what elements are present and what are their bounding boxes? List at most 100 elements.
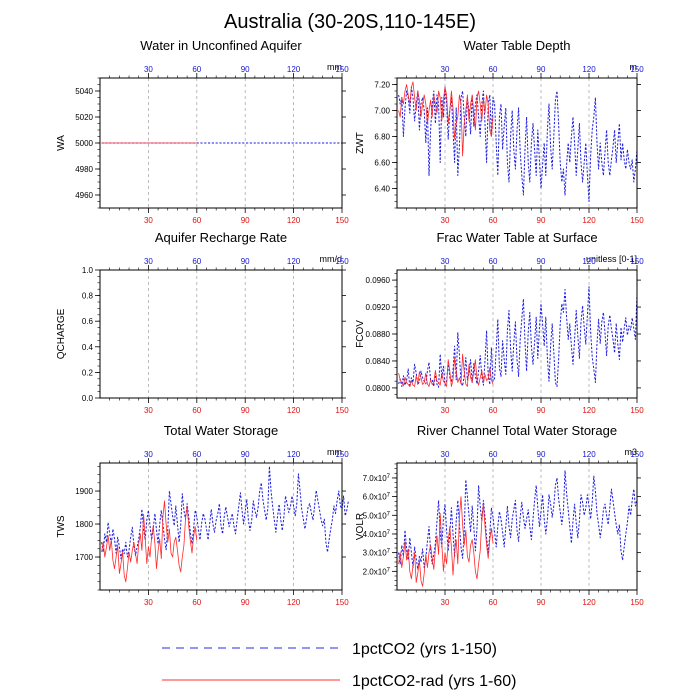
legend-label-1pctco2: 1pctCO2 (yrs 1-150) [352,641,497,658]
x-tick-label-top: 150 [630,257,644,266]
x-tick-label-top: 90 [241,450,250,459]
y-tick-label: 7.0x107 [363,474,391,483]
y-tick-label: 7.00 [374,107,390,116]
y-tick-label: 0.0840 [366,357,391,366]
y-tick-label: 5000 [75,139,93,148]
x-tick-label-top: 120 [287,450,301,459]
x-tick-label-bottom: 90 [241,216,250,225]
x-tick-label-top: 90 [241,65,250,74]
panel-title: Frac Water Table at Surface [436,230,597,245]
x-tick-label-top: 150 [335,450,349,459]
x-tick-label-top: 60 [192,450,201,459]
x-tick-label-bottom: 30 [144,406,153,415]
x-tick-label-bottom: 60 [192,598,201,607]
y-tick-label: 1800 [75,520,93,529]
x-tick-label-top: 90 [537,450,546,459]
series-line-1pctco2-rad [398,496,494,587]
y-tick-label: 5020 [75,113,93,122]
y-tick-label: 4960 [75,191,93,200]
y-tick-label: 0.0880 [366,330,391,339]
x-tick-label-bottom: 30 [441,406,450,415]
x-tick-label-bottom: 30 [144,216,153,225]
panel-4: Total Water Storage mm TWS 1700 1800 1900 30 30… [56,423,349,607]
y-tick-label: 7.20 [374,81,390,90]
y-tick-label: 6.80 [374,133,390,142]
y-tick-label: 0.6 [82,317,94,326]
series-line-1pctco2-rad [398,353,494,387]
panel-title: River Channel Total Water Storage [417,423,617,438]
x-tick-label-bottom: 90 [241,406,250,415]
x-tick-label-top: 30 [441,257,450,266]
y-tick-label: 1.0 [82,266,94,275]
panel-2: Aquifer Recharge Rate mm/d QCHARGE 0.0 0.2 0.… [56,230,349,415]
series-line-1pctco2 [398,286,638,388]
y-tick-label: 0.2 [82,368,94,377]
x-tick-label-bottom: 60 [489,216,498,225]
x-tick-label-bottom: 90 [537,216,546,225]
panel-units: m [630,62,638,72]
y-tick-label: 6.0x107 [363,493,391,502]
x-tick-label-bottom: 150 [630,598,644,607]
x-tick-label-top: 120 [582,257,596,266]
panel-units: mm [327,447,342,457]
y-tick-label: 6.40 [374,185,390,194]
x-tick-label-bottom: 90 [537,598,546,607]
legend-label-1pctco2-rad: 1pctCO2-rad (yrs 1-60) [352,673,517,690]
x-tick-label-bottom: 60 [489,598,498,607]
x-tick-label-top: 120 [582,450,596,459]
x-tick-label-top: 120 [582,65,596,74]
x-tick-label-bottom: 120 [582,406,596,415]
x-tick-label-top: 30 [144,450,153,459]
x-tick-label-top: 60 [489,450,498,459]
x-tick-label-bottom: 120 [287,406,301,415]
x-tick-label-bottom: 60 [489,406,498,415]
panel-grid: Water in Unconfined Aquifer mm WA 4960 4980 5… [56,38,644,607]
y-axis-label: WA [56,135,67,151]
x-tick-label-bottom: 120 [287,216,301,225]
x-tick-label-top: 120 [287,257,301,266]
x-tick-label-bottom: 120 [582,598,596,607]
x-tick-label-bottom: 30 [441,598,450,607]
panel-title: Water Table Depth [464,38,571,53]
x-tick-label-top: 90 [537,65,546,74]
x-tick-label-top: 90 [241,257,250,266]
panel-title: Water in Unconfined Aquifer [140,38,302,53]
legend: 1pctCO2 (yrs 1-150) 1pctCO2-rad (yrs 1-6… [162,641,517,690]
x-tick-label-top: 150 [630,65,644,74]
y-tick-label: 4980 [75,165,93,174]
series-line-1pctco2-rad [101,500,198,583]
y-tick-label: 6.60 [374,159,390,168]
panel-units: m3 [624,447,637,457]
x-tick-label-top: 60 [489,257,498,266]
y-tick-label: 0.0800 [366,384,391,393]
y-tick-label: 3.0x107 [363,549,391,558]
plot-frame [99,462,343,591]
y-tick-label: 1700 [75,553,93,562]
y-tick-label: 1900 [75,487,93,496]
x-tick-label-bottom: 30 [144,598,153,607]
x-tick-label-bottom: 150 [335,216,349,225]
x-tick-label-bottom: 60 [192,406,201,415]
x-tick-label-top: 30 [144,65,153,74]
panel-units: unitless [0-1] [586,254,637,264]
series-line-1pctco2-rad [398,81,494,157]
y-tick-label: 0.0960 [366,276,391,285]
y-tick-label: 0.8 [82,292,94,301]
panel-5: River Channel Total Water Storage m3 VOLR 2… [355,423,644,607]
x-tick-label-bottom: 120 [582,216,596,225]
x-tick-label-bottom: 150 [335,406,349,415]
panel-units: mm [327,62,342,72]
series-line-1pctco2 [398,86,638,202]
x-tick-label-top: 150 [335,257,349,266]
x-tick-label-top: 30 [441,65,450,74]
y-tick-label: 4.0x107 [363,530,391,539]
x-tick-label-top: 60 [489,65,498,74]
panel-title: Total Water Storage [164,423,278,438]
x-tick-label-top: 30 [144,257,153,266]
panel-3: Frac Water Table at Surface unitless [0-1… [355,230,644,415]
y-axis-label: FCOV [355,320,366,348]
y-axis-label: QCHARGE [56,308,67,359]
x-tick-label-top: 120 [287,65,301,74]
